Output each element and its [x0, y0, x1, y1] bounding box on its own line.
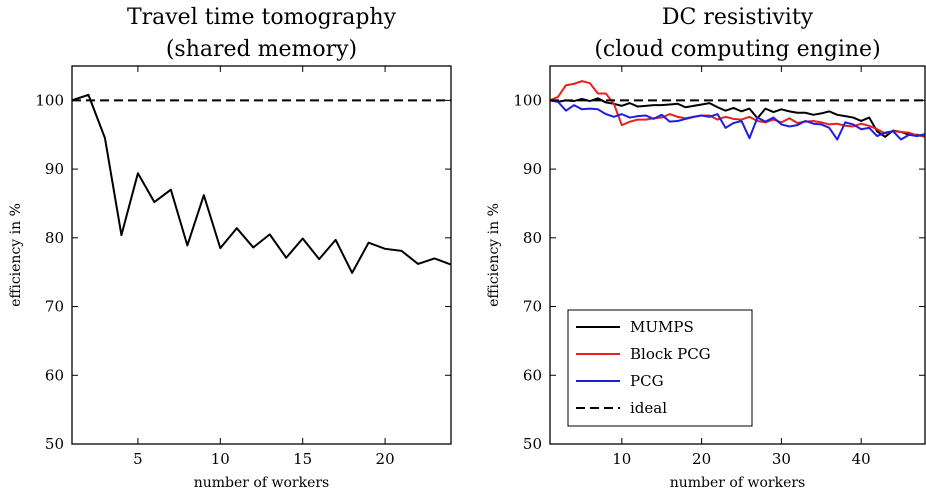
y-tick-label: 80 [523, 229, 542, 247]
y-tick-label: 50 [45, 435, 64, 453]
y-tick-label: 60 [523, 366, 542, 384]
x-tick-label: 40 [852, 450, 871, 468]
y-tick-label: 90 [523, 160, 542, 178]
x-axis-label: number of workers [670, 475, 806, 491]
series-line-block-pcg [550, 80, 925, 138]
y-tick-label: 50 [523, 435, 542, 453]
legend-label: PCG [630, 372, 664, 390]
x-tick-label: 20 [692, 450, 711, 468]
y-tick-label: 70 [523, 298, 542, 316]
x-tick-label: 10 [211, 450, 230, 468]
y-tick-label: 80 [45, 229, 64, 247]
y-tick-label: 90 [45, 160, 64, 178]
x-axis-label: number of workers [194, 475, 330, 491]
chart-subtitle: (shared memory) [166, 37, 357, 62]
chart-panel-1: Travel time tomography (shared memory) 5 10… [8, 5, 452, 491]
y-axis-label: efficiency in % [8, 203, 24, 307]
series-line-efficiency [72, 93, 451, 274]
legend-label: ideal [630, 399, 667, 417]
y-tick-label: 100 [35, 91, 64, 109]
legend: MUMPS Block PCG PCG ideal [567, 309, 753, 427]
plot-frame [549, 65, 926, 445]
y-axis-label: efficiency in % [486, 203, 502, 307]
y-tick-label: 70 [45, 298, 64, 316]
plot-frame [71, 65, 452, 445]
chart-subtitle: (cloud computing engine) [594, 37, 880, 62]
x-tick-label: 10 [612, 450, 631, 468]
legend-label: MUMPS [630, 318, 694, 336]
x-tick-label: 5 [133, 450, 143, 468]
x-tick-label: 20 [376, 450, 395, 468]
y-tick-label: 60 [45, 366, 64, 384]
legend-box [567, 309, 753, 427]
y-tick-label: 100 [513, 91, 542, 109]
chart-title: Travel time tomography [127, 5, 397, 30]
x-tick-label: 30 [772, 450, 791, 468]
x-tick-label: 15 [293, 450, 312, 468]
legend-label: Block PCG [630, 345, 711, 363]
series-line-pcg [550, 99, 925, 141]
series-line-mumps [550, 97, 925, 138]
chart-title: DC resistivity [662, 5, 814, 30]
chart-panel-2: DC resistivity (cloud computing engine) 10… [486, 5, 926, 491]
